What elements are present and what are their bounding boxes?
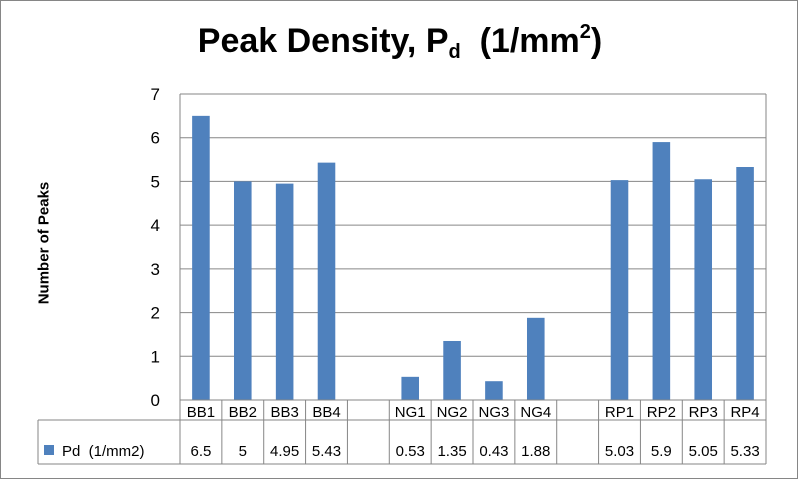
x-tick-label: BB2 (229, 404, 257, 421)
legend-swatch (44, 445, 54, 455)
y-tick-label: 0 (151, 391, 160, 410)
data-label: 5.43 (312, 443, 341, 460)
x-tick-label: NG3 (479, 404, 510, 421)
chart-title-unit-open: (1/mm (460, 22, 580, 60)
x-tick-label: RP3 (689, 404, 718, 421)
x-tick-label: NG2 (437, 404, 468, 421)
x-tick-label: BB1 (187, 404, 215, 421)
data-label: 1.88 (521, 443, 550, 460)
chart-title: Peak Density, Pd (1/mm2) (0, 21, 800, 63)
bar (526, 317, 545, 400)
x-tick-label: BB4 (312, 404, 340, 421)
x-tick-label: RP4 (730, 404, 759, 421)
bar (275, 183, 294, 400)
y-tick-label: 5 (151, 172, 160, 191)
chart-title-superscript: 2 (579, 21, 591, 43)
data-label: 5.05 (689, 443, 718, 460)
data-label: 1.35 (437, 443, 466, 460)
data-label: 5.03 (605, 443, 634, 460)
y-tick-label: 6 (151, 129, 160, 148)
data-label: 6.5 (190, 443, 211, 460)
data-label: 5 (239, 443, 247, 460)
data-label: 0.43 (479, 443, 508, 460)
data-label: 5.33 (730, 443, 759, 460)
x-tick-label: NG4 (520, 404, 551, 421)
bar (485, 381, 503, 400)
y-tick-label: 7 (151, 85, 160, 104)
bar (443, 340, 461, 400)
x-tick-label: BB3 (270, 404, 298, 421)
chart-title-unit-close: ) (590, 22, 603, 60)
chart-title-subscript: d (448, 41, 461, 63)
y-tick-label: 3 (151, 260, 160, 279)
bar (401, 376, 420, 400)
data-label: 4.95 (270, 443, 299, 460)
chart-title-main: Peak Density, P (197, 22, 449, 60)
data-label: 0.53 (396, 443, 425, 460)
data-label: 5.9 (651, 443, 672, 460)
bar (610, 180, 629, 400)
x-tick-label: NG1 (395, 404, 426, 421)
x-tick-label: RP1 (605, 404, 634, 421)
y-tick-label: 4 (151, 216, 160, 235)
bar (233, 181, 252, 400)
x-tick-label: RP2 (647, 404, 676, 421)
bar (736, 167, 754, 400)
bar (652, 142, 671, 401)
y-tick-label: 1 (151, 347, 160, 366)
legend-label: Pd (1/mm2) (62, 443, 145, 460)
bar (192, 115, 210, 400)
y-tick-label: 2 (151, 304, 160, 323)
bar (694, 179, 713, 400)
bar (317, 162, 336, 400)
